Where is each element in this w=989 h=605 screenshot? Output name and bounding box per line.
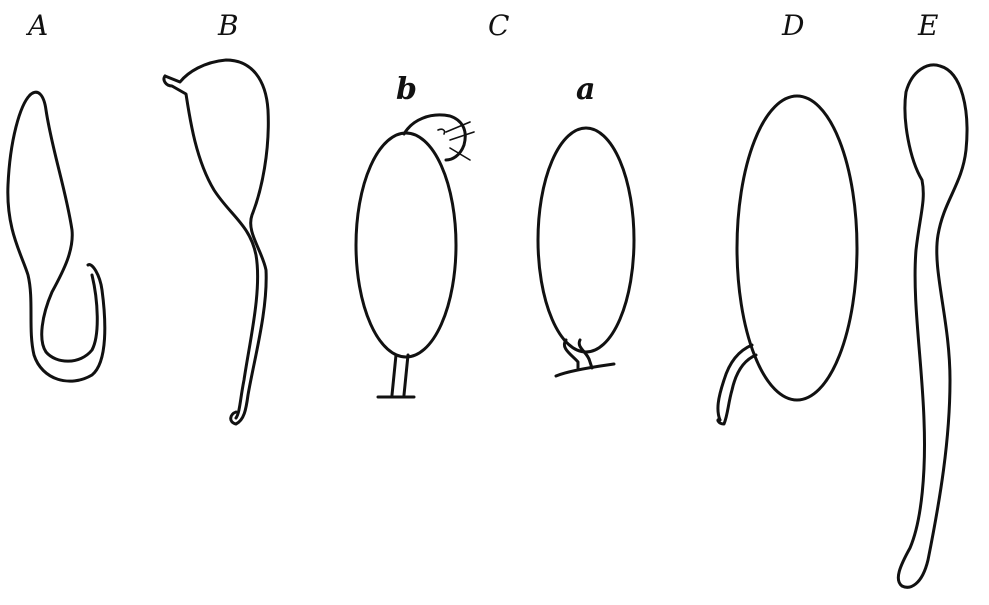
label-D: D [782, 9, 805, 42]
figure-B-outline [162, 58, 270, 426]
figure-A-outline [6, 90, 107, 383]
label-A: A [28, 9, 49, 42]
figure-C-a-outline [536, 126, 636, 378]
label-C: C [488, 9, 510, 42]
figure-C-b-outline [354, 113, 475, 399]
sublabel-b: b [396, 72, 417, 107]
label-E: E [918, 9, 939, 42]
sublabel-a: a [576, 72, 596, 107]
label-B: B [218, 9, 239, 42]
figure-D-outline [716, 94, 859, 426]
figure-E-outline [896, 63, 969, 589]
